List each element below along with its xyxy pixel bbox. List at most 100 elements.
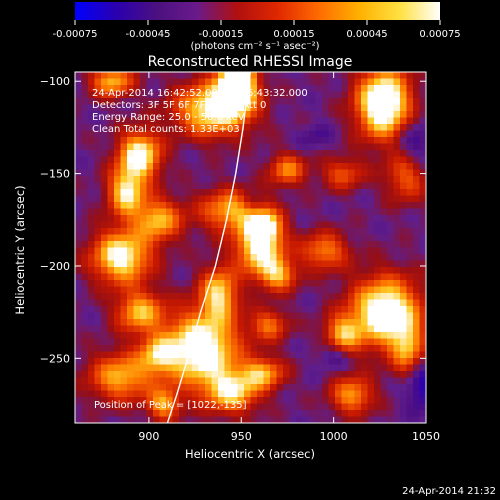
heatmap-cell xyxy=(192,338,200,346)
heatmap-cell xyxy=(276,345,284,353)
heatmap-cell xyxy=(348,325,356,333)
heatmap-cell xyxy=(192,351,200,359)
heatmap-cell xyxy=(296,312,304,320)
heatmap-cell xyxy=(244,143,252,151)
heatmap-cell xyxy=(185,228,193,236)
heatmap-cell xyxy=(192,410,200,418)
heatmap-cell xyxy=(348,377,356,385)
heatmap-cell xyxy=(335,208,343,216)
heatmap-cell xyxy=(166,397,174,405)
heatmap-cell xyxy=(367,111,375,119)
heatmap-cell xyxy=(270,195,278,203)
heatmap-cell xyxy=(302,234,310,242)
heatmap-cell xyxy=(205,306,213,314)
x-tick-label: 950 xyxy=(231,430,252,443)
heatmap-cell xyxy=(211,267,219,275)
heatmap-cell xyxy=(348,280,356,288)
heatmap-cell xyxy=(419,143,426,151)
heatmap-cell xyxy=(140,286,148,294)
heatmap-cell xyxy=(107,215,115,223)
heatmap-cell xyxy=(75,416,83,423)
heatmap-cell xyxy=(185,98,193,106)
heatmap-cell xyxy=(133,312,141,320)
heatmap-cell xyxy=(263,377,271,385)
heatmap-cell xyxy=(244,325,252,333)
heatmap-cell xyxy=(140,78,148,86)
heatmap-cell xyxy=(270,403,278,411)
heatmap-cell xyxy=(101,410,109,418)
heatmap-cell xyxy=(172,293,180,301)
heatmap-cell xyxy=(205,182,213,190)
heatmap-cell xyxy=(88,273,96,281)
heatmap-cell xyxy=(185,156,193,164)
heatmap-cell xyxy=(387,351,395,359)
heatmap-cell xyxy=(263,273,271,281)
heatmap-cell xyxy=(393,325,401,333)
heatmap-cell xyxy=(81,403,89,411)
heatmap-cell xyxy=(374,163,382,171)
heatmap-cell xyxy=(296,202,304,210)
heatmap-cell xyxy=(75,345,83,353)
heatmap-cell xyxy=(127,228,135,236)
heatmap-cell xyxy=(224,91,232,99)
heatmap-cell xyxy=(140,247,148,255)
heatmap-cell xyxy=(140,351,148,359)
heatmap-cell xyxy=(250,104,258,112)
heatmap-cell xyxy=(276,208,284,216)
heatmap-cell xyxy=(367,85,375,93)
heatmap-cell xyxy=(335,247,343,255)
heatmap-cell xyxy=(75,241,83,249)
heatmap-cell xyxy=(361,358,369,366)
heatmap-cell xyxy=(127,325,135,333)
heatmap-cell xyxy=(75,390,83,398)
heatmap-cell xyxy=(153,72,161,80)
heatmap-cell xyxy=(374,195,382,203)
heatmap-cell xyxy=(146,176,154,184)
heatmap-cell xyxy=(192,286,200,294)
heatmap-cell xyxy=(140,182,148,190)
heatmap-cell xyxy=(140,241,148,249)
heatmap-cell xyxy=(296,117,304,125)
heatmap-cell xyxy=(413,364,421,372)
heatmap-cell xyxy=(237,299,245,307)
heatmap-cell xyxy=(361,397,369,405)
heatmap-cell xyxy=(140,169,148,177)
heatmap-cell xyxy=(205,247,213,255)
heatmap-cell xyxy=(322,234,330,242)
heatmap-cell xyxy=(153,143,161,151)
heatmap-cell xyxy=(146,254,154,262)
heatmap-cell xyxy=(348,384,356,392)
heatmap-cell xyxy=(289,137,297,145)
heatmap-cell xyxy=(335,195,343,203)
heatmap-cell xyxy=(263,72,271,80)
heatmap-cell xyxy=(192,156,200,164)
heatmap-cell xyxy=(231,267,239,275)
heatmap-cell xyxy=(114,364,122,372)
heatmap-cell xyxy=(237,98,245,106)
heatmap-cell xyxy=(192,299,200,307)
heatmap-cell xyxy=(120,319,128,327)
heatmap-cell xyxy=(114,410,122,418)
heatmap-cell xyxy=(179,273,187,281)
heatmap-cell xyxy=(153,286,161,294)
heatmap-cell xyxy=(198,72,206,80)
heatmap-cell xyxy=(374,156,382,164)
heatmap-cell xyxy=(270,189,278,197)
heatmap-cell xyxy=(94,176,102,184)
heatmap-cells xyxy=(75,72,426,423)
heatmap-cell xyxy=(166,91,174,99)
heatmap-cell xyxy=(387,215,395,223)
heatmap-cell xyxy=(354,364,362,372)
heatmap-cell xyxy=(276,384,284,392)
heatmap-cell xyxy=(341,358,349,366)
heatmap-cell xyxy=(146,332,154,340)
heatmap-cell xyxy=(354,176,362,184)
heatmap-cell xyxy=(88,293,96,301)
heatmap-cell xyxy=(413,150,421,158)
heatmap-cell xyxy=(263,397,271,405)
heatmap-cell xyxy=(179,98,187,106)
heatmap-cell xyxy=(315,104,323,112)
heatmap-cell xyxy=(380,130,388,138)
heatmap-cell xyxy=(198,169,206,177)
heatmap-cell xyxy=(302,247,310,255)
